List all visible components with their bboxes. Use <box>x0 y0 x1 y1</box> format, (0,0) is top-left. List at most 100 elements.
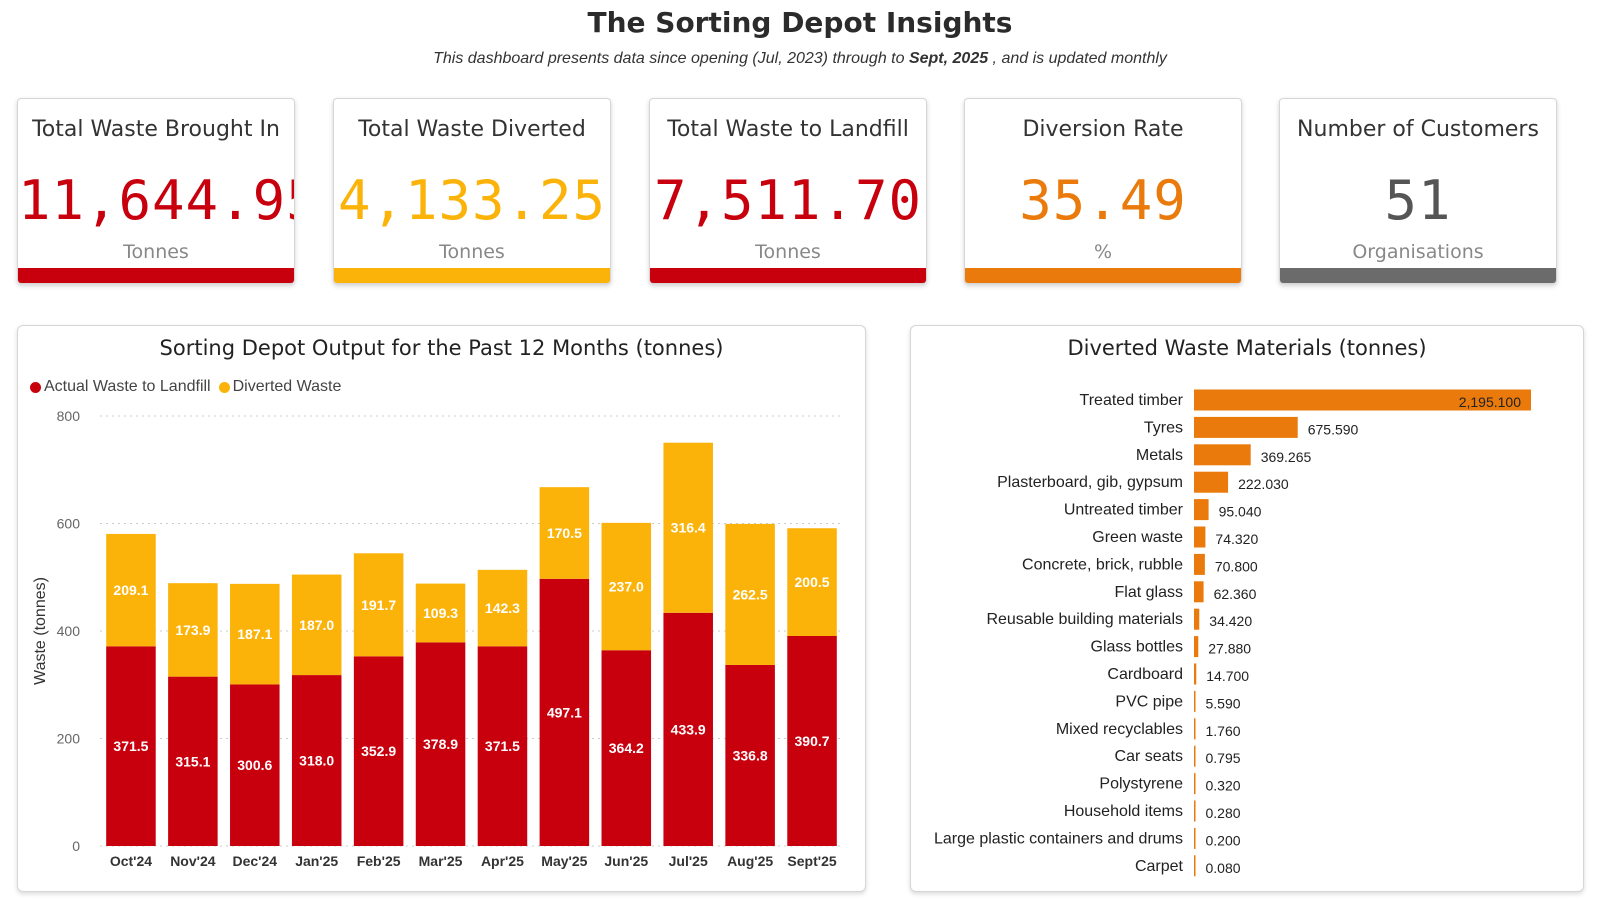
material-label: PVC pipe <box>1115 693 1183 710</box>
material-value-label: 0.080 <box>1206 860 1241 876</box>
material-bar[interactable] <box>1194 444 1251 466</box>
bar-label-landfill: 390.7 <box>795 733 830 749</box>
bar-diverted[interactable] <box>353 553 404 657</box>
kpi-unit: Tonnes <box>755 241 821 263</box>
monthly-output-title: Sorting Depot Output for the Past 12 Mon… <box>159 336 724 360</box>
bar-diverted[interactable] <box>291 574 342 676</box>
material-bar[interactable] <box>1194 718 1196 740</box>
material-bar[interactable] <box>1194 663 1197 685</box>
bar-landfill[interactable] <box>725 664 775 846</box>
kpi-value: 51 <box>1384 169 1452 232</box>
material-bar[interactable] <box>1194 773 1196 795</box>
x-tick-label: Aug'25 <box>727 853 773 869</box>
material-bar[interactable] <box>1194 855 1196 877</box>
bar-diverted[interactable] <box>106 533 156 647</box>
materials-panel: Diverted Waste Materials (tonnes) Treate… <box>910 325 1584 892</box>
kpi-title: Total Waste Brought In <box>32 117 280 142</box>
bar-diverted[interactable] <box>663 442 713 613</box>
material-bar[interactable] <box>1194 526 1206 548</box>
kpi-card-waste-diverted: Total Waste Diverted 4,133.25 Tonnes <box>333 98 611 284</box>
materials-title: Diverted Waste Materials (tonnes) <box>1067 336 1427 360</box>
bar-label-landfill: 378.9 <box>423 736 458 752</box>
bar-diverted[interactable] <box>725 523 775 665</box>
bar-label-landfill: 336.8 <box>733 747 768 763</box>
subtitle-date: Sept, 2025 <box>908 50 989 67</box>
y-tick-label: 400 <box>57 623 81 639</box>
material-value-label: 675.590 <box>1308 421 1359 437</box>
material-bar[interactable] <box>1194 800 1196 822</box>
bar-landfill[interactable] <box>353 656 404 846</box>
kpi-unit: Tonnes <box>439 241 505 263</box>
bar-diverted[interactable] <box>168 583 218 677</box>
legend-item-landfill[interactable]: Actual Waste to Landfill <box>30 378 211 396</box>
bar-landfill[interactable] <box>415 642 466 846</box>
bar-diverted[interactable] <box>787 528 837 636</box>
material-bar[interactable] <box>1194 499 1209 521</box>
bar-diverted[interactable] <box>601 522 652 651</box>
material-label: Mixed recyclables <box>1056 721 1183 738</box>
bar-label-diverted: 109.3 <box>423 605 458 621</box>
bar-label-landfill: 300.6 <box>237 757 272 773</box>
x-tick-label: Jul'25 <box>669 853 708 869</box>
material-label: Glass bottles <box>1091 639 1183 656</box>
kpi-unit: % <box>1093 241 1113 263</box>
stacked-bar-chart: 0 200 400 600 800 Waste (tonnes) 371.5 209.1 Oct… <box>32 408 843 869</box>
material-label: Green waste <box>1092 529 1183 546</box>
kpi-title: Diversion Rate <box>1022 117 1184 142</box>
bar-landfill[interactable] <box>601 650 652 846</box>
legend-label-landfill: Actual Waste to Landfill <box>44 378 211 395</box>
material-bar[interactable] <box>1194 690 1196 712</box>
legend-dot-landfill <box>30 381 41 393</box>
material-value-label: 70.800 <box>1215 558 1258 574</box>
kpi-title: Number of Customers <box>1297 117 1539 142</box>
material-bar[interactable] <box>1194 608 1200 630</box>
bar-label-landfill: 433.9 <box>671 721 706 737</box>
bar-landfill[interactable] <box>106 646 156 846</box>
material-bar[interactable] <box>1194 389 1531 411</box>
kpi-card-waste-to-landfill: Total Waste to Landfill 7,511.70 Tonnes <box>649 98 927 284</box>
bar-landfill[interactable] <box>663 612 713 846</box>
y-tick-label: 0 <box>72 838 80 854</box>
bar-label-landfill: 371.5 <box>113 738 148 754</box>
material-bar[interactable] <box>1194 827 1196 849</box>
legend-item-diverted[interactable]: Diverted Waste <box>218 378 341 396</box>
bar-label-landfill: 315.1 <box>175 753 210 769</box>
kpi-accent-bar <box>18 268 294 283</box>
bar-landfill[interactable] <box>168 676 218 846</box>
kpi-accent-bar <box>334 268 610 283</box>
material-value-label: 34.420 <box>1209 613 1252 629</box>
material-value-label: 0.320 <box>1206 778 1241 794</box>
bar-landfill[interactable] <box>787 635 837 846</box>
material-bar[interactable] <box>1194 553 1205 575</box>
y-tick-label: 600 <box>57 516 81 532</box>
bar-landfill[interactable] <box>539 578 590 846</box>
material-bar[interactable] <box>1194 745 1196 767</box>
page-subtitle: This dashboard presents data since openi… <box>0 50 1600 68</box>
material-value-label: 2,195.100 <box>1459 394 1521 410</box>
material-bar[interactable] <box>1194 416 1298 438</box>
bar-label-landfill: 364.2 <box>609 740 644 756</box>
bar-landfill[interactable] <box>291 675 342 846</box>
x-tick-label: Sept'25 <box>787 853 836 869</box>
bar-landfill[interactable] <box>477 646 528 846</box>
bar-label-diverted: 262.5 <box>733 586 768 602</box>
material-label: Polystyrene <box>1099 776 1183 793</box>
subtitle-prefix: This dashboard presents data since openi… <box>433 50 909 67</box>
x-tick-label: Feb'25 <box>357 853 401 869</box>
horizontal-bar-chart: Treated timber 2,195.100 Tyres 675.590 Metal… <box>934 389 1531 877</box>
material-bar[interactable] <box>1194 581 1204 603</box>
bar-diverted[interactable] <box>477 569 528 647</box>
bar-label-diverted: 200.5 <box>795 574 830 590</box>
bar-diverted[interactable] <box>415 583 466 643</box>
kpi-value: 4,133.25 <box>337 169 607 232</box>
x-tick-label: Apr'25 <box>481 853 524 869</box>
material-value-label: 0.795 <box>1206 750 1241 766</box>
material-bar[interactable] <box>1194 471 1229 493</box>
bar-diverted[interactable] <box>539 487 590 579</box>
material-value-label: 1.760 <box>1206 723 1241 739</box>
x-tick-label: Dec'24 <box>232 853 277 869</box>
bar-landfill[interactable] <box>230 684 280 846</box>
kpi-title: Total Waste Diverted <box>358 117 586 142</box>
material-bar[interactable] <box>1194 636 1199 658</box>
bar-diverted[interactable] <box>230 583 280 685</box>
